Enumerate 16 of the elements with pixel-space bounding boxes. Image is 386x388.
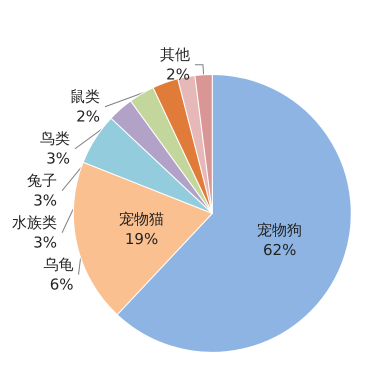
data-label: 6%	[50, 276, 74, 294]
data-label: 3%	[46, 150, 70, 168]
slice-label: 其他	[160, 46, 190, 64]
data-label: 2%	[76, 108, 100, 126]
slice-label: 鼠类	[70, 88, 100, 106]
data-label: 2%	[166, 66, 190, 84]
slice-label: 宠物猫	[119, 210, 164, 228]
data-label: 19%	[124, 230, 158, 248]
slice-label: 兔子	[27, 172, 58, 190]
slice-label: 鸟类	[40, 130, 70, 148]
data-label: 3%	[33, 234, 58, 252]
data-label: 3%	[33, 192, 58, 210]
data-label: 62%	[263, 241, 296, 260]
slice-label: 水族类	[12, 214, 58, 232]
slice-label: 宠物狗	[257, 221, 302, 240]
slice-label: 乌龟	[44, 256, 74, 274]
